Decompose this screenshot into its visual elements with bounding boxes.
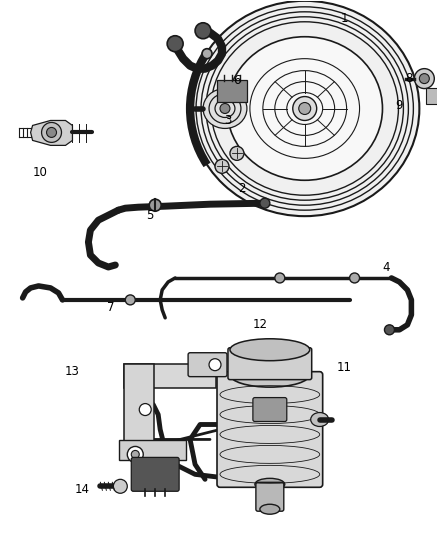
Text: 14: 14 [75, 483, 90, 496]
Circle shape [215, 159, 229, 173]
Circle shape [125, 295, 135, 305]
Circle shape [131, 450, 139, 458]
Circle shape [299, 102, 311, 115]
Circle shape [149, 199, 161, 211]
Circle shape [127, 447, 143, 462]
Text: 13: 13 [65, 365, 80, 378]
Text: 5: 5 [147, 208, 154, 222]
Circle shape [230, 147, 244, 160]
Circle shape [209, 359, 221, 370]
Circle shape [202, 49, 212, 59]
Ellipse shape [203, 88, 247, 128]
Ellipse shape [227, 37, 382, 180]
Text: 3: 3 [224, 114, 232, 127]
Ellipse shape [230, 339, 310, 361]
FancyBboxPatch shape [217, 79, 247, 101]
FancyBboxPatch shape [426, 87, 438, 103]
Text: 7: 7 [106, 301, 114, 314]
Circle shape [46, 127, 57, 138]
Circle shape [113, 479, 127, 493]
Ellipse shape [255, 478, 285, 490]
Text: 8: 8 [406, 72, 413, 85]
Text: 1: 1 [341, 12, 348, 25]
Circle shape [220, 103, 230, 114]
Circle shape [293, 96, 317, 120]
Ellipse shape [311, 413, 328, 426]
FancyBboxPatch shape [256, 482, 284, 511]
Ellipse shape [230, 362, 310, 387]
Polygon shape [31, 120, 72, 146]
FancyBboxPatch shape [253, 398, 287, 422]
Circle shape [385, 325, 395, 335]
FancyBboxPatch shape [188, 353, 227, 377]
Circle shape [260, 198, 270, 208]
Circle shape [139, 403, 151, 416]
Ellipse shape [260, 504, 280, 514]
Circle shape [275, 273, 285, 283]
Circle shape [195, 23, 211, 39]
FancyBboxPatch shape [119, 440, 186, 461]
FancyBboxPatch shape [131, 457, 179, 491]
Circle shape [419, 74, 429, 84]
Text: 10: 10 [33, 166, 48, 179]
Text: 9: 9 [396, 99, 403, 112]
Circle shape [167, 36, 183, 52]
FancyBboxPatch shape [124, 364, 216, 387]
Text: 4: 4 [383, 262, 390, 274]
FancyBboxPatch shape [124, 364, 154, 446]
Circle shape [350, 273, 360, 283]
Circle shape [414, 69, 434, 88]
Text: 12: 12 [252, 318, 267, 332]
Circle shape [42, 123, 61, 142]
Text: 2: 2 [238, 182, 246, 195]
FancyBboxPatch shape [217, 372, 323, 487]
FancyBboxPatch shape [228, 348, 312, 379]
Ellipse shape [190, 1, 419, 216]
Text: 6: 6 [233, 74, 241, 87]
Text: 11: 11 [337, 361, 352, 374]
